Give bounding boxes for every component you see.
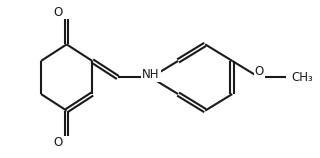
Text: O: O bbox=[54, 136, 63, 149]
Text: CH₃: CH₃ bbox=[291, 71, 313, 84]
Text: O: O bbox=[255, 65, 264, 78]
Text: O: O bbox=[54, 6, 63, 19]
Text: NH: NH bbox=[142, 68, 160, 81]
